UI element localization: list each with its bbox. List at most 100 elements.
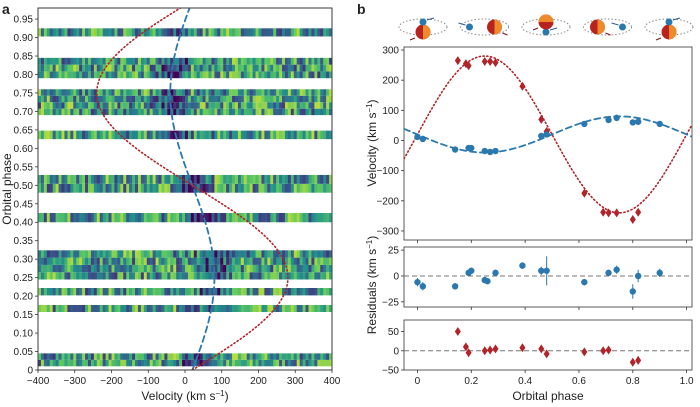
residual-point-6: [519, 343, 526, 353]
panel-b-residuals-2: 50 0 −50 0 0.2 0.4 0.6 0.8 1.0 Orbital phase: [382, 240, 694, 403]
rv-point-0-3: [481, 56, 488, 66]
y-tick-label: 300: [382, 46, 399, 57]
y-tick-label: 0.65: [14, 125, 34, 136]
y-tick-label: −100: [376, 166, 399, 177]
y-tick-label: 200: [382, 76, 399, 87]
companion-star-icon: [665, 18, 673, 26]
residual-point-16: [656, 269, 663, 277]
residual-point-2: [465, 348, 472, 358]
rv-point-0-7: [538, 114, 545, 124]
y-tick-label: 0.60: [14, 144, 34, 155]
y-tick-label: 0: [393, 346, 399, 357]
residual-point-5: [492, 344, 499, 354]
x-tick-label: 300: [287, 376, 304, 387]
rv-point-0-5: [492, 58, 499, 68]
orbit-ellipse: [521, 18, 571, 36]
motion-arrow-icon: [409, 37, 416, 41]
rv-point-1-14: [634, 118, 642, 125]
x-tick-label: 100: [213, 376, 230, 387]
rv-point-1-15: [656, 120, 663, 128]
rv-point-1-1: [419, 135, 427, 143]
y-tick-label: 0: [27, 366, 33, 377]
y-tick-label: −200: [376, 196, 399, 207]
y-tick-label: 25: [388, 246, 400, 257]
y-tick-label: 0.20: [14, 292, 34, 303]
star-lit-side: [669, 24, 677, 40]
y-tick-label: 0: [393, 136, 399, 147]
residual-point-15: [634, 272, 642, 280]
orbital-phase-x-label: Orbital phase: [512, 389, 584, 403]
velocity-plot: [404, 55, 692, 224]
residual-point-6: [484, 277, 491, 285]
panel-a-x-label-text: Velocity (km s: [141, 389, 215, 403]
x-tick-label: −200: [100, 376, 123, 387]
y-tick-label: 0.90: [14, 33, 34, 44]
rv-point-1-10: [581, 120, 588, 128]
residual-point-13: [635, 355, 642, 365]
star-lit-side: [538, 14, 554, 22]
velocity-y-label: Velocity (km s−1): [365, 99, 380, 186]
y-tick-label: 0: [393, 271, 399, 282]
model-curve-0: [404, 55, 692, 214]
orbital-phase-x-axis: 0 0.2 0.4 0.6 0.8 1.0: [415, 240, 694, 387]
velocity-y-axis: 300 200 100 0 −100 −200 −300: [376, 46, 404, 237]
rv-point-1-13: [629, 119, 636, 126]
trail-rows: [38, 28, 332, 367]
rv-point-1-7: [492, 147, 499, 155]
velocity-y-label-close: ): [365, 99, 379, 103]
x-tick-label: 0: [415, 376, 421, 387]
panel-b-velocity: 300 200 100 0 −100 −200 −300 Velocity (km s−1): [365, 46, 693, 241]
rv-point-1-8: [538, 132, 545, 140]
companion-star-icon: [466, 23, 473, 31]
motion-arrow-icon: [605, 32, 611, 36]
motion-arrow-icon: [532, 27, 539, 31]
orbit-cartoon-0: [398, 17, 448, 41]
panel-b-residuals-1: 25 0 −25 Residuals (km s−1): [365, 236, 693, 334]
x-tick-label: −400: [27, 376, 50, 387]
y-tick-label: 0.10: [14, 329, 34, 340]
residual-point-8: [543, 349, 550, 359]
y-tick-label: 0.35: [14, 236, 34, 247]
rv-point-1-0: [414, 133, 421, 141]
x-tick-label: −100: [137, 376, 160, 387]
residual-point-10: [543, 267, 550, 274]
panel-b3-frame: [403, 319, 693, 371]
residual-point-1: [462, 342, 469, 352]
panel-b1-frame: [403, 46, 693, 241]
residual-point-1: [419, 283, 427, 290]
motion-arrow-icon: [672, 17, 681, 21]
x-tick-label: 1.0: [680, 376, 694, 387]
residual-point-7: [492, 269, 499, 277]
panel-a-y-axis: 0 0.05 0.10 0.15 0.20 0.25 0.30 0.35 0.40 0.45 0.5…: [14, 15, 38, 377]
x-tick-label: 0: [182, 376, 188, 387]
y-tick-label: 0.95: [14, 15, 34, 26]
rv-point-0-11: [605, 208, 612, 218]
trail-row-2: [38, 288, 332, 296]
orbit-ellipse: [398, 18, 448, 36]
residual-point-3: [481, 346, 488, 356]
motion-arrow-icon: [458, 22, 466, 26]
trail-row-9: [38, 28, 332, 37]
residual-point-9: [581, 347, 588, 357]
panel-a-x-axis: −400 −300 −200 −100 0 100 200 300 400: [27, 370, 341, 387]
companion-star-icon: [542, 28, 550, 36]
rv-point-1-4: [468, 144, 475, 152]
trail-row-5: [38, 174, 332, 193]
residual-point-0: [454, 327, 461, 337]
residuals-y-label: Residuals (km s−1): [365, 236, 380, 334]
residuals-2-plot: [404, 327, 692, 367]
trail-row-4: [38, 213, 332, 223]
trail-row-1: [38, 304, 332, 313]
y-tick-label: 0.75: [14, 88, 34, 99]
trail-row-0: [38, 353, 332, 367]
residuals-y-label-close: ): [365, 236, 379, 240]
rv-point-0-0: [454, 56, 461, 66]
rv-point-0-12: [613, 208, 620, 218]
panel-label-b: b: [357, 1, 366, 17]
star-lit-side: [494, 19, 502, 35]
motion-arrow-icon: [611, 22, 619, 26]
rv-point-1-9: [543, 131, 550, 138]
x-tick-label: −300: [63, 376, 86, 387]
orbit-cartoon-3: [583, 18, 632, 36]
